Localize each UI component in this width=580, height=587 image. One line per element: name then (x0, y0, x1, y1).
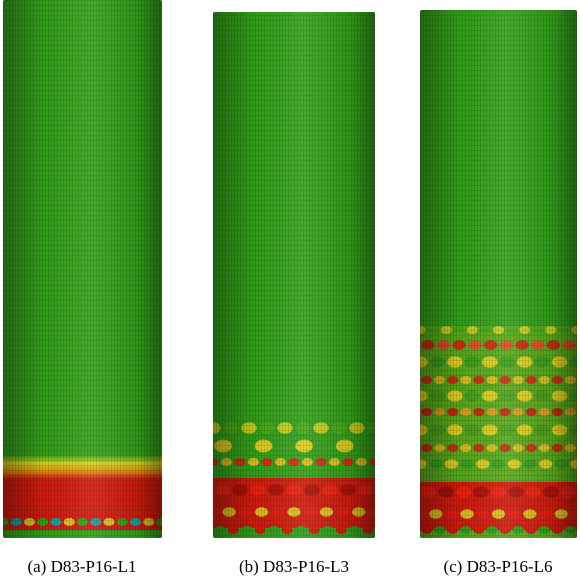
cylinder (412, 10, 580, 538)
figure: (a) D83-P16-L1 (b) D83-P16-L3 (c) D83-P1… (0, 0, 580, 587)
shading (420, 10, 577, 538)
buckle (376, 526, 387, 534)
buckle (376, 484, 391, 495)
cylinder (205, 12, 394, 538)
cylinder (0, 0, 168, 538)
shading (213, 12, 375, 538)
shading (3, 0, 162, 538)
buckle (376, 440, 394, 453)
caption: (a) D83-P16-L1 (27, 557, 136, 576)
caption: (b) D83-P16-L3 (239, 557, 349, 576)
caption: (c) D83-P16-L6 (443, 557, 552, 576)
